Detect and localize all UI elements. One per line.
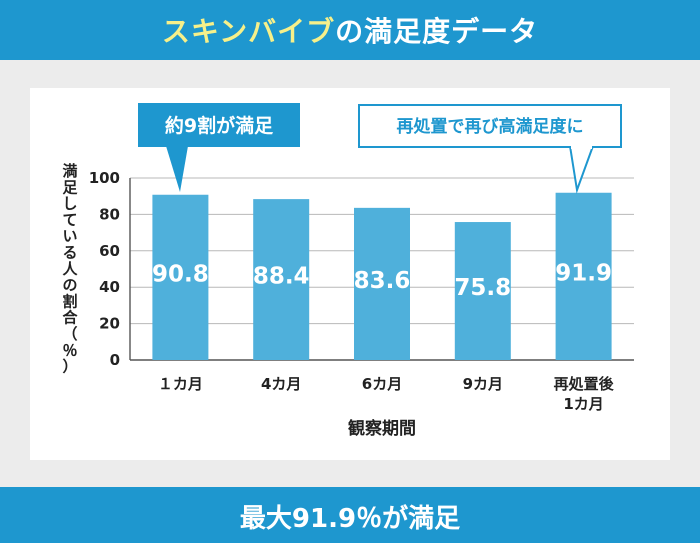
bars: 90.8 88.4 83.6 75.8 91.9 [152, 192, 612, 360]
x-axis-label: 観察期間 [348, 418, 416, 439]
callout-right-pointer [568, 145, 595, 194]
callout-right: 再処置で再び高満足度に [358, 104, 622, 194]
y-axis-label-char: 合 [61, 309, 78, 327]
bar [555, 192, 612, 360]
y-axis-label-char: （ [62, 325, 77, 343]
category-label: 6カ月 [362, 375, 402, 393]
category-label: １カ月 [158, 375, 203, 393]
callout-right-text: 再処置で再び高満足度に [397, 116, 584, 137]
y-tick-label: 0 [110, 351, 120, 369]
category-label: 1カ月 [563, 395, 603, 413]
y-tick-label: 100 [89, 169, 120, 187]
footer-text: 最大91.9％が満足 [239, 504, 461, 534]
y-tick-label: 40 [99, 278, 120, 296]
callout-left-box [138, 103, 300, 147]
y-tick-labels: 0 20 40 60 80 100 [89, 169, 120, 369]
category-label: 9カ月 [463, 375, 503, 393]
y-axis-label-char: 満 [62, 162, 77, 180]
y-axis-label-char: て [62, 211, 77, 229]
title-rest: の満足度データ [335, 15, 539, 48]
category-labels: １カ月 4カ月 6カ月 9カ月 再処置後 1カ月 [158, 375, 615, 413]
y-axis-label-char: の [62, 276, 77, 294]
y-tick-label: 20 [99, 315, 120, 333]
y-axis-label-char: い [62, 227, 77, 245]
category-label: 再処置後 [554, 375, 615, 393]
bar-value-label: 88.4 [253, 264, 310, 290]
y-axis-label-char: る [62, 244, 77, 262]
callout-left: 約9割が満足 [138, 103, 300, 192]
y-tick-label: 80 [99, 205, 120, 223]
y-axis-label-char: ％ [62, 341, 77, 359]
y-tick-label: 60 [99, 242, 120, 260]
page-title: スキンバイブの満足度データ [162, 10, 538, 50]
callout-left-text: 約9割が満足 [165, 114, 274, 137]
y-axis-label-char: 足 [62, 178, 78, 196]
footer-banner: 最大91.9％が満足 [0, 487, 700, 543]
callout-left-pointer [166, 146, 188, 192]
bar-value-label: 83.6 [354, 268, 411, 294]
header-banner: スキンバイブの満足度データ [0, 0, 700, 60]
bar-value-label: 91.9 [555, 260, 612, 286]
bar [253, 199, 310, 360]
y-axis-label-char: ） [62, 358, 77, 376]
callout-right-box [358, 104, 622, 148]
y-axis-label-char: し [62, 195, 77, 213]
category-label: 4カ月 [261, 375, 301, 393]
bar [354, 207, 410, 360]
bar-value-label: 90.8 [152, 261, 209, 287]
y-axis-label-char: 人 [62, 260, 78, 278]
bar-value-label: 75.8 [454, 275, 511, 301]
bar [152, 194, 209, 360]
title-highlight: スキンバイブ [161, 15, 336, 48]
y-axis-label-char: 割 [62, 292, 77, 310]
bar [454, 222, 511, 360]
